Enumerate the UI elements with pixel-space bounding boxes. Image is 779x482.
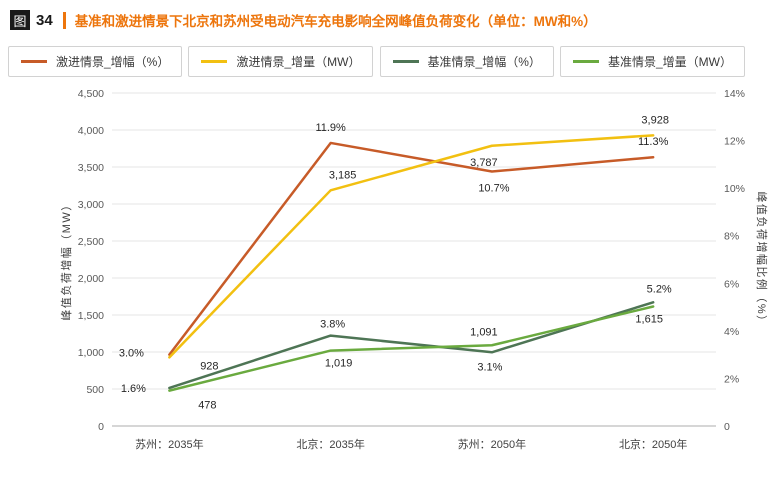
data-label: 11.3% <box>638 136 669 148</box>
figure-title: 基准和激进情景下北京和苏州受电动汽车充电影响全网峰值负荷变化（单位：MW和%） <box>74 14 597 29</box>
category-label: 苏州：2035年 <box>135 437 203 451</box>
data-label: 928 <box>200 360 218 372</box>
figure-header: 图 34 基准和激进情景下北京和苏州受电动汽车充电影响全网峰值负荷变化（单位：M… <box>0 0 779 32</box>
legend-item: 基准情景_增幅（%） <box>379 46 554 77</box>
chart-legend: 激进情景_增幅（%） 激进情景_增量（MW） 基准情景_增幅（%） 基准情景_增量（M… <box>8 46 745 77</box>
right-axis-tick-label: 10% <box>724 183 745 195</box>
figure-number: 34 <box>36 11 53 29</box>
data-label: 3,787 <box>470 157 498 169</box>
legend-line-swatch <box>21 60 47 63</box>
legend-item: 激进情景_增量（MW） <box>188 46 374 77</box>
left-axis-title: 峰值负荷增幅（MW） <box>59 198 73 321</box>
category-label: 北京：2035年 <box>296 437 364 451</box>
data-label: 3,928 <box>641 114 669 126</box>
data-label: 1,615 <box>635 313 663 325</box>
legend-item: 基准情景_增量（MW） <box>560 46 745 77</box>
left-axis-tick-label: 4,500 <box>78 88 104 100</box>
legend-label: 激进情景_增幅（%） <box>56 55 170 69</box>
data-label: 3,185 <box>329 169 357 181</box>
series-line-3 <box>168 301 655 390</box>
series-line-2 <box>168 134 655 359</box>
legend-item: 激进情景_增幅（%） <box>8 46 183 77</box>
right-axis-title: 峰值负荷增幅比例（%） <box>755 191 769 327</box>
data-label: 10.7% <box>478 182 509 194</box>
legend-line-swatch <box>392 60 419 63</box>
series-line-4 <box>168 305 655 392</box>
legend-line-swatch <box>573 60 599 63</box>
data-label: 1.6% <box>121 383 146 395</box>
title-divider-bar <box>62 11 66 29</box>
legend-label: 基准情景_增量（MW） <box>608 55 732 69</box>
right-axis-tick-label: 4% <box>724 326 739 338</box>
figure-badge: 图 <box>10 10 30 30</box>
data-label: 5.2% <box>647 283 672 295</box>
data-label: 3.8% <box>320 319 345 331</box>
right-axis-tick-label: 0 <box>724 421 730 433</box>
category-label: 苏州：2050年 <box>458 437 526 451</box>
legend-label: 激进情景_增量（MW） <box>236 55 361 69</box>
left-axis-tick-label: 4,000 <box>78 125 104 137</box>
left-axis-tick-label: 2,500 <box>78 236 104 248</box>
right-axis-tick-label: 8% <box>724 231 739 243</box>
right-axis-tick-label: 12% <box>724 136 745 148</box>
data-label: 3.1% <box>477 361 502 373</box>
data-label: 1,019 <box>325 358 353 370</box>
line-chart: 0 500 1,000 1,500 2,000 2,500 3,000 3,500 4,000 4… <box>59 88 769 451</box>
left-axis-tick-label: 2,000 <box>78 273 104 285</box>
right-axis-tick-label: 14% <box>724 88 745 100</box>
data-label: 478 <box>198 400 216 412</box>
left-axis-tick-label: 1,500 <box>78 310 104 322</box>
left-axis-tick-label: 3,500 <box>78 162 104 174</box>
series-line-1 <box>168 141 655 356</box>
category-label: 北京：2050年 <box>619 437 687 451</box>
data-label: 3.0% <box>119 348 144 360</box>
right-axis-tick-label: 6% <box>724 278 739 290</box>
legend-line-swatch <box>201 60 228 63</box>
data-label: 11.9% <box>315 122 346 134</box>
left-axis-tick-label: 0 <box>98 421 104 433</box>
left-axis-tick-label: 3,000 <box>78 199 104 211</box>
left-axis-tick-label: 1,000 <box>78 347 104 359</box>
legend-label: 基准情景_增幅（%） <box>427 55 541 69</box>
left-axis-tick-label: 500 <box>86 384 104 396</box>
right-axis-tick-label: 2% <box>724 373 739 385</box>
data-label: 1,091 <box>470 326 498 338</box>
